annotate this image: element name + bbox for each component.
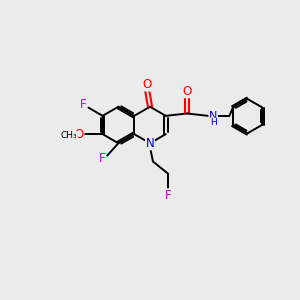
Text: F: F	[80, 98, 86, 111]
Text: N: N	[209, 111, 218, 121]
Text: O: O	[74, 128, 84, 141]
Text: F: F	[165, 189, 172, 202]
Text: N: N	[146, 137, 154, 150]
Text: O: O	[182, 85, 192, 98]
Text: O: O	[142, 78, 152, 91]
Text: F: F	[99, 152, 105, 165]
Text: H: H	[210, 118, 217, 127]
Text: CH₃: CH₃	[61, 131, 78, 140]
